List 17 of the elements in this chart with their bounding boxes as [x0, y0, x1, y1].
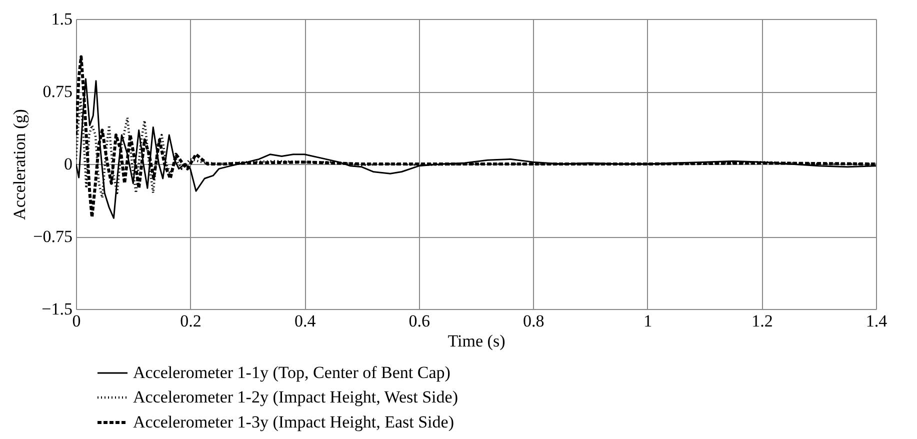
y-tick-label: −0.75 — [33, 227, 72, 246]
y-tick-label: 1.5 — [51, 10, 72, 28]
x-tick-label: 0.2 — [180, 312, 202, 330]
legend-label: Accelerometer 1-1y (Top, Center of Bent Cap) — [133, 363, 450, 382]
y-tick-label: 0.75 — [42, 82, 72, 101]
x-tick-label: 0.8 — [523, 312, 544, 330]
x-tick-label: 0.6 — [408, 312, 430, 330]
legend-label: Accelerometer 1-3y (Impact Height, East Side) — [133, 412, 454, 432]
x-tick-label: 1.4 — [866, 312, 888, 330]
y-axis-title: Acceleration (g) — [10, 109, 30, 220]
x-axis-title: Time (s) — [448, 332, 506, 350]
y-tick-label: −1.5 — [42, 300, 72, 318]
x-tick-label: 0.4 — [294, 312, 316, 330]
x-tick-label: 1.2 — [752, 312, 773, 330]
legend-label: Accelerometer 1-2y (Impact Height, West Side) — [133, 388, 458, 406]
y-tick-label: 0 — [64, 154, 72, 174]
x-tick-label: 1 — [644, 312, 652, 330]
